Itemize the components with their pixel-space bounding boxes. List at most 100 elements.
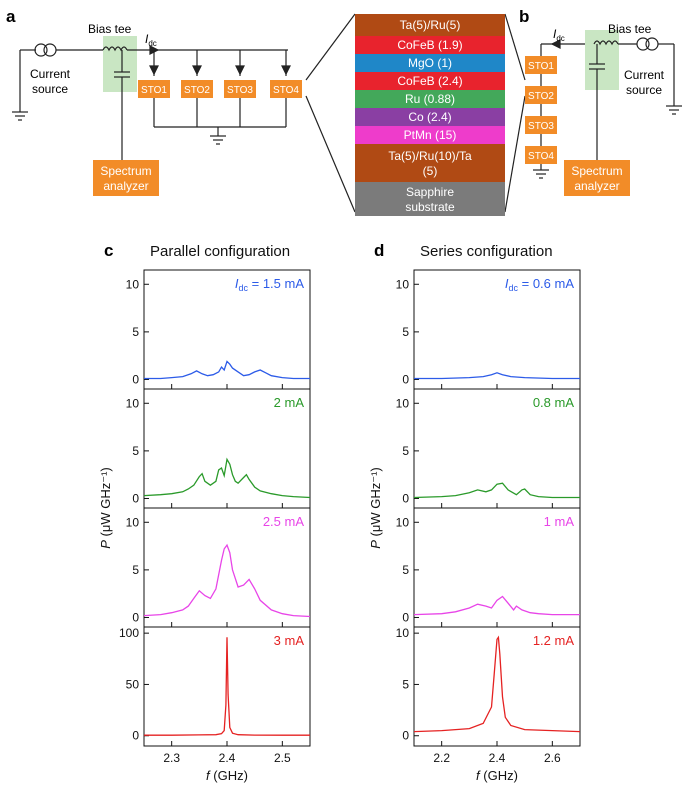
chart-series: 0 5 10 Idc = 0.6 mA 0 5 10 0.8 mA 0 5 10 1 mA 0 5 10 1.…	[368, 269, 581, 783]
x-axis-label: f (GHz)	[206, 768, 248, 783]
stack-layer	[355, 182, 505, 216]
stack-layer-label: MgO (1)	[408, 56, 452, 70]
series-line	[144, 360, 310, 380]
circuit-series	[533, 30, 682, 179]
stack-layer	[355, 90, 505, 108]
y-tick-label: 10	[396, 277, 410, 291]
stack-layer-label: substrate	[405, 200, 455, 214]
bias-tee-label-a: Bias tee	[88, 22, 132, 36]
stack-layer-label: PtMn (15)	[404, 128, 457, 142]
y-axis-label: P (μW GHz⁻¹)	[368, 467, 383, 549]
x-axis-label: f (GHz)	[476, 768, 518, 783]
x-tick-label: 2.3	[163, 751, 180, 765]
series-line	[143, 457, 311, 499]
series-label: 3 mA	[274, 633, 305, 648]
y-tick-label: 10	[126, 277, 140, 291]
chart-parallel: 0 5 10 Idc = 1.5 mA 0 5 10 2 mA 0 5 10 2.5 mA 0 50 100…	[98, 269, 311, 783]
sto4-box-a	[270, 80, 302, 98]
panel-label-a: a	[6, 7, 16, 26]
x-tick-label: 2.6	[544, 751, 561, 765]
sto3-label-a: STO3	[227, 85, 253, 96]
series-line	[413, 595, 580, 616]
series-label: Idc = 0.6 mA	[505, 276, 574, 293]
x-tick-label: 2.4	[219, 751, 236, 765]
sto-boxes-b: STO1 STO2 STO3 STO4	[525, 56, 557, 164]
series-label: 2.5 mA	[263, 514, 305, 529]
series-line	[143, 543, 311, 618]
y-tick-label: 0	[402, 729, 409, 743]
sto2-label-b: STO2	[528, 91, 554, 102]
y-tick-label: 10	[396, 515, 410, 529]
sto4-box-b	[525, 146, 557, 164]
sto2-box-b	[525, 86, 557, 104]
bias-tee-box-b	[585, 30, 619, 90]
stack-layer	[355, 36, 505, 54]
stack-layer-label: Ru (0.88)	[405, 92, 455, 106]
y-tick-label: 10	[396, 626, 410, 640]
sto3-label-b: STO3	[528, 121, 554, 132]
y-tick-label: 0	[132, 729, 139, 743]
current-source-symbol	[34, 43, 48, 57]
y-tick-label: 100	[119, 626, 139, 640]
series-label: 1.2 mA	[533, 633, 575, 648]
bias-tee-label-b: Bias tee	[608, 22, 652, 36]
sto1-label-a: STO1	[141, 85, 167, 96]
stack-layer-label: CoFeB (1.9)	[397, 38, 462, 52]
layer-stack: Ta(5)/Ru(5) CoFeB (1.9) MgO (1) CoFeB (2.4)…	[355, 14, 505, 216]
x-tick-label: 2.5	[274, 751, 291, 765]
sto1-box-b	[525, 56, 557, 74]
y-tick-label: 50	[126, 677, 140, 691]
spectrum-analyzer-box-a	[93, 160, 159, 196]
panel-label-b: b	[519, 7, 529, 26]
y-tick-label: 5	[402, 563, 409, 577]
current-source-label-a-2: source	[32, 82, 68, 96]
y-tick-label: 0	[402, 491, 409, 505]
sto3-box-b	[525, 116, 557, 134]
stack-layer-label: (5)	[423, 164, 438, 178]
stack-layer	[355, 14, 505, 36]
y-tick-label: 10	[396, 396, 410, 410]
spectrum-analyzer-label-b-1: Spectrum	[571, 164, 622, 178]
current-source-label-b-1: Current	[624, 68, 665, 82]
stack-layer-label: CoFeB (2.4)	[397, 74, 462, 88]
y-tick-label: 5	[402, 444, 409, 458]
sto2-label-a: STO2	[184, 85, 210, 96]
series-label: Idc = 1.5 mA	[235, 276, 304, 293]
y-tick-label: 10	[126, 515, 140, 529]
stack-layer	[355, 72, 505, 90]
panel-label-d: d	[374, 241, 384, 260]
sto3-box-a	[224, 80, 256, 98]
series-label: 2 mA	[274, 395, 305, 410]
y-tick-label: 0	[402, 372, 409, 386]
y-tick-label: 0	[402, 610, 409, 624]
y-tick-label: 5	[132, 563, 139, 577]
stack-layer-label: Ta(5)/Ru(5)	[400, 18, 461, 32]
idc-label-b: Idc	[553, 27, 565, 43]
bias-tee-box	[103, 36, 137, 92]
stack-layer-label: Sapphire	[406, 185, 454, 199]
sto2-box-a	[181, 80, 213, 98]
x-tick-label: 2.2	[433, 751, 450, 765]
sto-boxes-a: STO1 STO2 STO3 STO4	[138, 80, 302, 98]
stack-layer-label: Co (2.4)	[408, 110, 451, 124]
stack-layer-label: Ta(5)/Ru(10)/Ta	[388, 149, 472, 163]
stack-layer	[355, 108, 505, 126]
spectrum-analyzer-label-a-1: Spectrum	[100, 164, 151, 178]
y-axis-label: P (μW GHz⁻¹)	[98, 467, 113, 549]
spectrum-analyzer-box-b	[564, 160, 630, 196]
stack-layer	[355, 126, 505, 144]
series-line	[413, 482, 580, 499]
stack-layer	[355, 54, 505, 72]
series-label: 0.8 mA	[533, 395, 575, 410]
y-tick-label: 5	[402, 325, 409, 339]
series-line	[144, 637, 310, 736]
series-label: 1 mA	[544, 514, 575, 529]
spectrum-analyzer-label-a-2: analyzer	[103, 179, 148, 193]
panel-c-title: Parallel configuration	[150, 243, 290, 260]
sto1-box-a	[138, 80, 170, 98]
y-tick-label: 0	[132, 491, 139, 505]
spectrum-analyzer-label-b-2: analyzer	[574, 179, 619, 193]
series-line	[413, 635, 581, 733]
x-tick-label: 2.4	[489, 751, 506, 765]
